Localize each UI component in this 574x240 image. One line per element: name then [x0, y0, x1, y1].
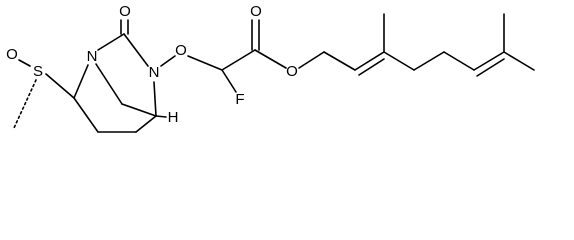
molecule-diagram: O N N O O O F O S H: [6, 3, 535, 133]
atom-label: N: [87, 48, 98, 65]
atom-label: O: [119, 3, 131, 20]
atom-label: N: [149, 64, 160, 81]
bonds: [13, 13, 535, 133]
atom-label: S: [33, 63, 43, 80]
atom-label: O: [286, 63, 298, 80]
atom-label: F: [235, 91, 244, 108]
atom-label: O: [6, 46, 18, 63]
atom-label: H: [168, 109, 179, 126]
atom-labels: O N N O O O F O S H: [6, 3, 298, 126]
atom-label: O: [175, 42, 187, 59]
atom-label: O: [250, 3, 262, 20]
